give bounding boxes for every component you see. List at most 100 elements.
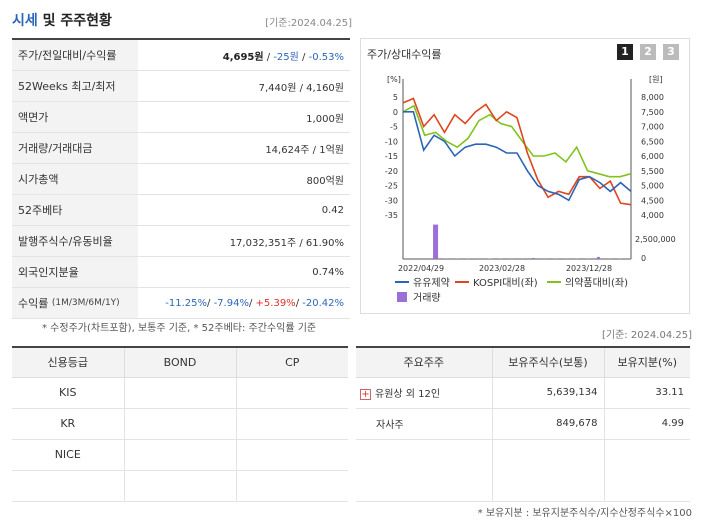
- return-6m: +5.39%: [255, 297, 296, 309]
- value-shares: 17,032,351주 / 61.90%: [229, 237, 344, 249]
- return-1m: -11.25%: [165, 297, 208, 309]
- table-row: KR: [12, 408, 348, 440]
- header-holder: 주요주주: [356, 346, 492, 378]
- label-foreign: 외국인지분율: [12, 257, 138, 287]
- sep: /: [207, 297, 214, 309]
- value-foreign: 0.74%: [312, 266, 344, 278]
- bond-rating: [123, 408, 236, 440]
- row-foreign: 외국인지분율 0.74%: [12, 257, 350, 288]
- agency-name: NICE: [12, 439, 124, 471]
- table-row: [12, 470, 348, 502]
- left-tick-label: -10: [385, 137, 398, 146]
- chart-tab-3[interactable]: 3: [663, 44, 679, 60]
- legend-label: 거래량: [413, 292, 441, 304]
- sep: /: [298, 51, 309, 63]
- right-tick-label: 7,500: [641, 108, 664, 117]
- table-row: KIS: [12, 377, 348, 409]
- return-3m: -7.94%: [213, 297, 249, 309]
- empty-cell: [356, 439, 492, 502]
- x-tick-label: 2023/12/28: [566, 264, 612, 273]
- expand-plus-icon[interactable]: +: [360, 388, 371, 400]
- right-tick-label: 8,000: [641, 93, 664, 102]
- shareholders-table: 주요주주 보유주식수(보통) 보유지분(%) + 유원상 외 12인 5,639,…: [356, 346, 690, 502]
- table-row: + 유원상 외 12인 5,639,134 33.11: [356, 377, 690, 409]
- volume-bar: [596, 256, 600, 259]
- holders-note: * 보유지분 : 보유지분주식수/지수산정주식수×100: [477, 508, 692, 519]
- header-cp: CP: [235, 346, 348, 378]
- empty-cell: [603, 439, 690, 502]
- label-returns: 수익률 (1M/3M/6M/1Y): [12, 288, 138, 318]
- credit-rating-table: 신용등급 BOND CP KIS KR NICE: [12, 346, 348, 502]
- label-marketcap: 시가총액: [12, 164, 138, 194]
- value-beta: 0.42: [321, 204, 344, 216]
- right-tick-label: 4,000: [641, 211, 664, 220]
- volume-tick-label: 2,500,000: [635, 235, 676, 244]
- x-tick-label: 2022/04/29: [398, 264, 444, 273]
- value-volume: 14,624주 / 1억원: [265, 144, 344, 156]
- row-volume: 거래량/거래대금 14,624주 / 1억원: [12, 133, 350, 164]
- chart-tab-2[interactable]: 2: [640, 44, 656, 60]
- holder-name-cell: 자사주: [356, 408, 492, 440]
- chart-panel: [%] [원] 5 0 -5 -10 -15 -20 -25 -30 -35 8,000 7,500 7,…: [360, 38, 690, 314]
- holder-pct: 33.11: [603, 377, 690, 409]
- table-row: [356, 439, 690, 502]
- volume-bar: [520, 258, 524, 259]
- legend-swatch: [397, 292, 407, 302]
- cp-rating: [235, 470, 348, 502]
- header-pct: 보유지분(%): [603, 346, 690, 378]
- holder-pct: 4.99: [603, 408, 690, 440]
- right-tick-label: 7,000: [641, 123, 664, 132]
- sep: /: [295, 297, 303, 309]
- label-returns-sub: (1M/3M/6M/1Y): [51, 298, 120, 308]
- bond-rating: [123, 470, 236, 502]
- price-info-table: 주가/전일대비/수익률 4,695원 / -25원 / -0.53% 52Wee…: [12, 38, 350, 319]
- section-title-main: 시세: [12, 13, 38, 29]
- holder-name: 자사주: [376, 420, 404, 431]
- left-tick-label: -20: [385, 167, 398, 176]
- left-tick-label: 0: [393, 108, 398, 117]
- holder-shares: 5,639,134: [491, 377, 604, 409]
- volume-bar: [433, 224, 439, 259]
- price-note: * 수정주가(차트포함), 보통주 기준, * 52주베타: 주간수익률 기준: [42, 323, 317, 334]
- right-tick-label: 5,000: [641, 182, 664, 191]
- label-52w: 52Weeks 최고/최저: [12, 71, 138, 101]
- volume-bar: [531, 258, 535, 259]
- bond-rating: [123, 439, 236, 471]
- series-line-pharma-relative: [402, 104, 632, 178]
- agency-name: KR: [12, 408, 124, 440]
- row-52w: 52Weeks 최고/최저 7,440원 / 4,160원: [12, 71, 350, 102]
- row-price: 주가/전일대비/수익률 4,695원 / -25원 / -0.53%: [12, 40, 350, 71]
- value-52w: 7,440원 / 4,160원: [258, 82, 344, 94]
- right-axis-unit: [원]: [649, 75, 663, 84]
- sep: /: [263, 51, 274, 63]
- holder-name-cell[interactable]: + 유원상 외 12인: [356, 377, 492, 409]
- header-credit-grade: 신용등급: [12, 346, 124, 378]
- as-of-date-mid: [기준: 2024.04.25]: [601, 330, 692, 341]
- series-line-yuyu: [403, 111, 632, 202]
- sep: /: [248, 297, 256, 309]
- row-par: 액면가 1,000원: [12, 102, 350, 133]
- left-tick-label: -25: [385, 182, 398, 191]
- chart-tab-1[interactable]: 1: [617, 44, 633, 60]
- price-change-rate: -0.53%: [308, 51, 344, 63]
- empty-cell: [491, 439, 604, 502]
- row-shares: 발행주식수/유동비율 17,032,351주 / 61.90%: [12, 226, 350, 257]
- as-of-date-top: [기준:2024.04.25]: [265, 18, 352, 29]
- section-header: 시세 및 주주현황: [12, 10, 352, 32]
- cp-rating: [235, 439, 348, 471]
- bond-rating: [123, 377, 236, 409]
- cp-rating: [235, 408, 348, 440]
- volume-bar: [477, 258, 481, 259]
- chart-title: 주가/상대수익률: [367, 48, 442, 61]
- return-1y: -20.42%: [302, 297, 344, 309]
- value-marketcap: 800억원: [306, 175, 345, 187]
- left-tick-label: -30: [385, 196, 398, 205]
- value-price: 4,695원 / -25원 / -0.53%: [138, 48, 350, 63]
- holder-name: 유원상 외 12인: [375, 389, 441, 400]
- holder-shares: 849,678: [491, 408, 604, 440]
- agency-name: [12, 470, 124, 502]
- label-beta: 52주베타: [12, 195, 138, 225]
- left-axis-unit: [%]: [387, 75, 401, 84]
- row-returns: 수익률 (1M/3M/6M/1Y) -11.25%/ -7.94%/ +5.39…: [12, 288, 350, 319]
- header-shares: 보유주식수(보통): [491, 346, 604, 378]
